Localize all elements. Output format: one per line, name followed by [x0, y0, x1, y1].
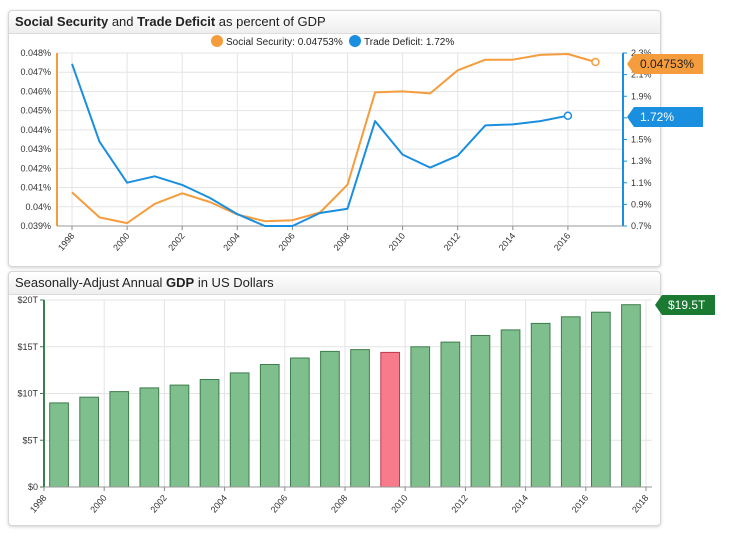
gdp-bar: [49, 402, 69, 488]
gdp-bar: [199, 379, 220, 488]
left-axis-tick-label: 0.048%: [20, 48, 51, 58]
gdp-bar: [139, 387, 160, 488]
right-axis-tick-label: 2.3%: [631, 48, 652, 58]
gdp-bar: [350, 349, 370, 488]
gdp-x-tick-label: 2008: [329, 493, 350, 515]
legend-label-td: Trade Deficit: 1.72%: [364, 37, 454, 48]
gdp-bar: [169, 384, 190, 488]
right-axis-tick-label: 1.1%: [631, 178, 652, 188]
gdp-bar: [560, 316, 581, 488]
right-axis-tick-label: 1.5%: [631, 135, 652, 145]
gdp-bar: [109, 391, 130, 488]
social-security-callout-box: [627, 54, 703, 74]
legend-swatch-ss: [211, 35, 223, 47]
x-axis-tick-label: 2014: [497, 231, 518, 253]
social-security-end-marker: [591, 57, 600, 67]
gdp-x-tick-label: 2012: [449, 493, 470, 515]
gdp-x-tick-label: 2018: [630, 493, 651, 515]
trade-deficit-callout-box: [627, 107, 703, 127]
x-axis-tick-label: 2002: [166, 231, 187, 253]
title-mid: and: [108, 14, 138, 29]
panel-title-gdp: Seasonally-Adjust Annual GDP in US Dolla…: [9, 272, 660, 295]
gdp-callout-label: $19.5T: [668, 298, 706, 312]
gdp-bar: [530, 322, 551, 488]
left-axis-tick-label: 0.044%: [20, 125, 51, 135]
right-axis-tick-label: 1.3%: [631, 156, 652, 166]
x-axis-tick-label: 2010: [387, 231, 408, 253]
trade-deficit-line: [71, 63, 569, 227]
gdp-x-tick-label: 2014: [510, 493, 531, 515]
left-axis-tick-label: 0.046%: [20, 86, 51, 96]
right-axis-tick-label: 0.7%: [631, 221, 652, 231]
title-bold-gdp: GDP: [166, 275, 195, 290]
gdp-y-tick-label: $20T: [17, 295, 38, 305]
title-bold-ss: Social Security: [15, 14, 109, 29]
gdp-y-tick-label: $15T: [17, 342, 38, 352]
left-axis-tick-label: 0.047%: [20, 67, 51, 77]
x-axis-tick-label: 1998: [56, 231, 77, 253]
gdp-x-tick-label: 1998: [28, 493, 49, 515]
gdp-x-tick-label: 2006: [269, 493, 290, 515]
gdp-bar: [320, 350, 340, 488]
gdp-bar: [410, 346, 431, 488]
x-axis-tick-label: 2004: [221, 231, 242, 253]
gdp-y-tick-label: $10T: [17, 389, 38, 399]
gdp-bar: [470, 335, 491, 488]
x-axis-tick-label: 2012: [442, 231, 463, 253]
left-axis-tick-label: 0.04%: [25, 202, 51, 212]
x-axis-tick-label: 2000: [111, 231, 132, 253]
gdp-bar: [259, 364, 280, 488]
title-rest: as percent of GDP: [215, 14, 326, 29]
title-bold-td: Trade Deficit: [137, 14, 216, 29]
social-security-line: [71, 53, 596, 225]
right-axis-tick-label: 1.9%: [631, 91, 652, 101]
gdp-x-tick-label: 2016: [570, 493, 591, 515]
gdp-bar: [79, 396, 100, 488]
gdp-bar: [380, 351, 400, 488]
right-axis-tick-label: 0.9%: [631, 199, 652, 209]
gdp-bar: [440, 341, 461, 488]
trade-deficit-end-marker: [563, 111, 573, 120]
left-axis-tick-label: 0.041%: [20, 183, 51, 193]
legend-swatch-td: [349, 35, 361, 47]
gdp-bar: [229, 372, 250, 488]
gdp-callout-box: [655, 295, 715, 315]
gdp-x-tick-label: 2000: [88, 493, 109, 515]
gdp-x-tick-label: 2002: [148, 493, 169, 515]
x-axis-tick-label: 2006: [276, 231, 297, 253]
x-axis-tick-label: 2008: [331, 231, 352, 253]
title-rest-gdp: in US Dollars: [194, 275, 274, 290]
gdp-bar: [290, 357, 310, 488]
panel-title-ss-trade: Social Security and Trade Deficit as per…: [9, 11, 660, 34]
right-axis-tick-label: 2.1%: [631, 70, 652, 80]
gdp-y-tick-label: $5T: [22, 435, 38, 445]
legend-label-ss: Social Security: 0.04753%: [226, 37, 343, 48]
gdp-bar: [500, 329, 521, 488]
left-axis-tick-label: 0.045%: [20, 106, 51, 116]
left-axis-tick-label: 0.042%: [20, 163, 51, 173]
gdp-y-tick-label: $0: [28, 482, 38, 492]
gdp-bar: [591, 311, 611, 488]
gdp-bar: [621, 304, 641, 488]
trade-deficit-callout-label: 1.72%: [640, 110, 674, 124]
left-axis-tick-label: 0.043%: [20, 144, 51, 154]
title-pre: Seasonally-Adjust Annual: [15, 275, 167, 290]
gdp-x-tick-label: 2010: [389, 493, 410, 515]
gdp-x-tick-label: 2004: [209, 493, 230, 515]
left-axis-tick-label: 0.039%: [20, 221, 51, 231]
x-axis-tick-label: 2016: [552, 231, 573, 253]
social-security-callout-label: 0.04753%: [640, 57, 694, 71]
